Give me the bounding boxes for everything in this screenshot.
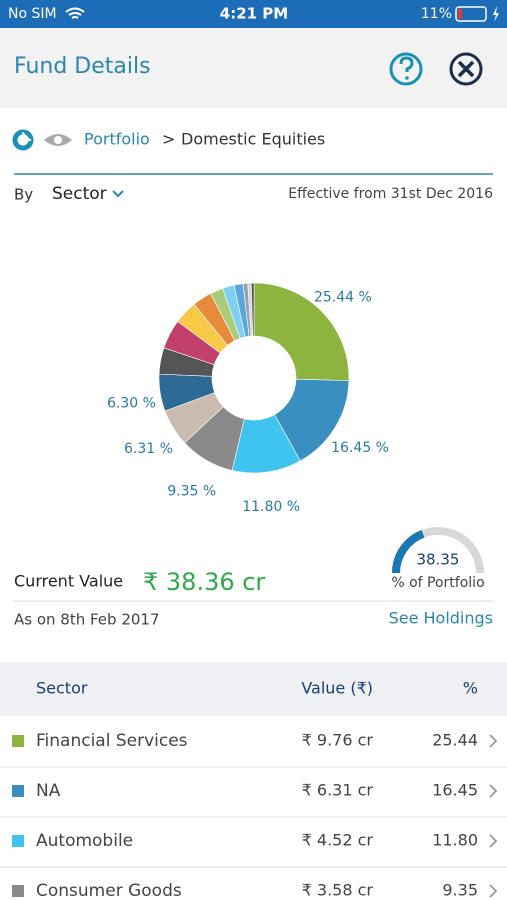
sector-name: Financial Services [36, 731, 188, 751]
row-chevron [489, 884, 498, 898]
sector-value: ₹ 6.31 cr [302, 781, 374, 800]
sector-value: ₹ 9.76 cr [302, 731, 374, 750]
sector-percent: 9.35 [442, 881, 478, 900]
breadcrumb-current: Domestic Equities [181, 130, 325, 149]
gauge-label: % of Portfolio [391, 575, 484, 591]
charging-icon [493, 6, 499, 22]
column-header: Value (₹) [301, 679, 373, 698]
slice-label: 9.35 % [167, 483, 216, 499]
slice-label: 25.44 % [314, 290, 372, 306]
column-header: Sector [36, 679, 88, 698]
donut-slice [251, 282, 255, 337]
filter-by: By [14, 186, 33, 204]
see-holdings-link[interactable]: See Holdings [389, 609, 493, 628]
row-chevron [489, 834, 498, 848]
table-row[interactable]: Financial Services ₹ 9.76 cr 25.44 [0, 731, 507, 768]
table-header [0, 662, 507, 716]
wifi-icon [65, 7, 85, 19]
close-button[interactable] [449, 52, 483, 86]
slice-label: 11.80 % [242, 499, 300, 515]
as-on-date: As on 8th Feb 2017 [14, 611, 160, 629]
clock: 4:21 PM [220, 5, 288, 23]
status-bar [0, 0, 507, 28]
help-button[interactable] [389, 52, 423, 86]
gauge-value: 38.35 [417, 551, 460, 569]
sector-name: NA [36, 781, 61, 801]
sector-value: ₹ 3.58 cr [302, 881, 374, 900]
column-header: % [463, 679, 478, 698]
table-body: Financial Services ₹ 9.76 cr 25.44 NA ₹ 6.31… [0, 731, 507, 900]
sector-name: Consumer Goods [36, 881, 182, 900]
sector-percent: 25.44 [432, 731, 478, 750]
slice-label: 16.45 % [331, 440, 389, 456]
eye-icon[interactable] [44, 134, 72, 146]
row-color-swatch [12, 785, 24, 797]
sector-percent: 16.45 [432, 781, 478, 800]
slice-label: 6.30 % [107, 395, 156, 411]
donut-slice [253, 282, 350, 381]
battery-icon [455, 6, 487, 22]
breadcrumb-separator: > [162, 130, 175, 149]
donut-icon [12, 129, 34, 151]
row-chevron [489, 784, 498, 798]
sector-value: ₹ 4.52 cr [302, 831, 374, 850]
donut-chart: 25.44 % 16.45 % 11.80 % 9.35 % 6.31 % 6.30 % [107, 282, 389, 515]
gauge [392, 527, 484, 574]
sector-percent: 11.80 [432, 831, 478, 850]
row-color-swatch [12, 835, 24, 847]
carrier: No SIM [8, 6, 57, 22]
dropdown-chevron[interactable] [112, 190, 124, 198]
gauge-fill [392, 530, 425, 574]
breadcrumb-root[interactable]: Portfolio [84, 130, 150, 149]
battery-level [458, 9, 462, 19]
slice-label: 6.31 % [124, 441, 173, 457]
row-color-swatch [12, 735, 24, 747]
battery-percent: 11% [421, 6, 452, 22]
filter-selection[interactable]: Sector [52, 184, 107, 204]
effective-date: Effective from 31st Dec 2016 [288, 186, 493, 202]
header-title: Fund Details [14, 54, 151, 79]
current-value-label: Current Value [14, 572, 123, 591]
table-row[interactable]: Consumer Goods ₹ 3.58 cr 9.35 [0, 881, 507, 900]
row-chevron [489, 734, 498, 748]
table-row[interactable]: Automobile ₹ 4.52 cr 11.80 [0, 831, 507, 868]
row-color-swatch [12, 885, 24, 897]
table-row[interactable]: NA ₹ 6.31 cr 16.45 [0, 781, 507, 818]
current-value: ₹ 38.36 cr [143, 568, 265, 596]
header [0, 28, 507, 108]
sector-name: Automobile [36, 831, 133, 851]
